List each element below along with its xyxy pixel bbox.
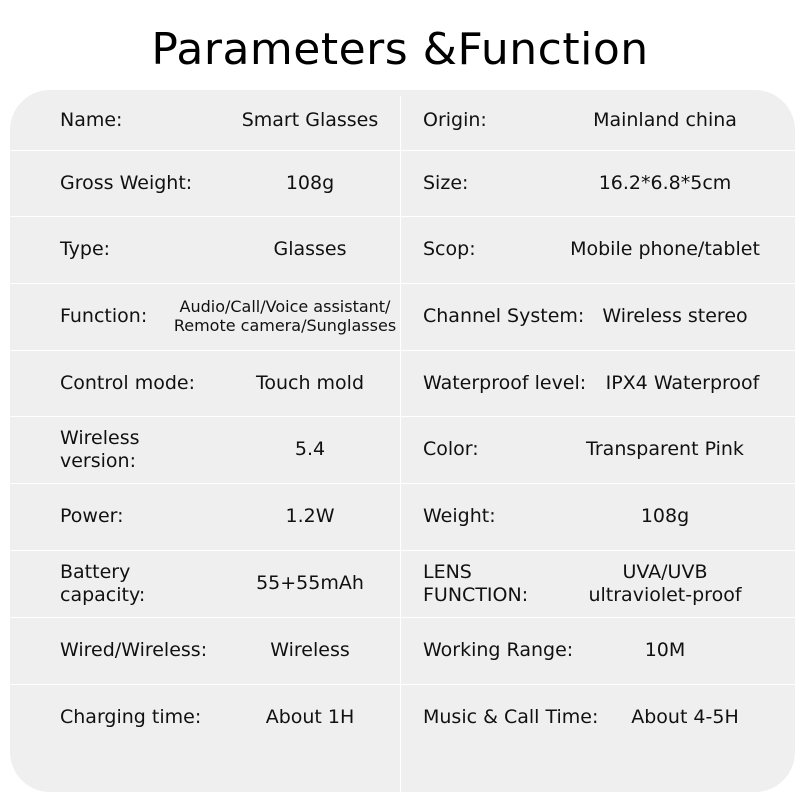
page-title: Parameters &Function (151, 24, 649, 75)
spec-value: Mobile phone/tablet (570, 238, 760, 261)
spec-row: Power: 1.2W Weight: 108g (10, 483, 795, 551)
spec-value: 1.2W (285, 505, 335, 528)
spec-value: UVA/UVB ultraviolet-proof (555, 550, 775, 617)
spec-value: Touch mold (255, 371, 365, 394)
spec-label: Type: (60, 238, 111, 261)
spec-label: Origin: (423, 108, 487, 131)
spec-label: Control mode: (60, 371, 196, 394)
spec-row: Function: Audio/Call/Voice assistant/Remo… (10, 283, 795, 351)
spec-value: IPX4 Waterproof (605, 371, 760, 394)
spec-value: Mainland china (593, 108, 737, 131)
spec-value: 10M (644, 639, 686, 662)
spec-value-line: ultraviolet-proof (588, 583, 742, 606)
spec-label: Battery capacity: (60, 560, 146, 606)
column-divider (400, 96, 401, 792)
spec-label-line: FUNCTION: (423, 583, 529, 606)
spec-row: Type: Glasses Scop: Mobile phone/tablet (10, 216, 795, 284)
spec-value: Wireless stereo (602, 305, 748, 328)
spec-label-line: LENS (423, 560, 472, 583)
spec-label: Power: (60, 505, 124, 528)
spec-label: Working Range: (423, 639, 574, 662)
spec-value-line: Audio/Call/Voice assistant/ (179, 297, 391, 317)
spec-value: Smart Glasses (241, 108, 379, 131)
spec-label: Weight: (423, 505, 496, 528)
spec-label: Wired/Wireless: (60, 639, 208, 662)
spec-label: Gross Weight: (60, 171, 193, 194)
spec-label: Function: (60, 305, 148, 328)
spec-row: Control mode: Touch mold Waterproof level:… (10, 350, 795, 417)
spec-value: About 4-5H (631, 705, 739, 728)
spec-value-line: Remote camera/Sunglasses (173, 315, 397, 335)
spec-row: Gross Weight: 108g Size: 16.2*6.8*5cm (10, 150, 795, 217)
spec-label: Music & Call Time: (423, 705, 599, 728)
spec-value: 108g (640, 505, 690, 528)
spec-label: Waterproof level: (423, 371, 587, 394)
spec-label: Channel System: (423, 305, 585, 328)
spec-value: Glasses (273, 238, 347, 261)
spec-value: 5.4 (294, 438, 326, 461)
spec-label: Wireless version: (60, 426, 140, 472)
spec-value-line: UVA/UVB (622, 560, 708, 583)
spec-label: Charging time: (60, 705, 202, 728)
spec-row: Wireless version: 5.4 Color: Transparent Pi… (10, 416, 795, 484)
spec-value: About 1H (265, 705, 355, 728)
spec-row: Wired/Wireless: Wireless Working Range: 10M (10, 617, 795, 685)
spec-row: Battery capacity: 55+55mAh LENS FUNCTION: UV… (10, 550, 795, 618)
spec-label: LENS FUNCTION: (423, 550, 553, 617)
spec-panel (10, 90, 795, 792)
spec-label: Size: (423, 171, 469, 194)
spec-value: Audio/Call/Voice assistant/Remote camera… (165, 283, 405, 350)
spec-value: 108g (285, 171, 335, 194)
spec-value: Transparent Pink (586, 438, 744, 461)
spec-label: Scop: (423, 238, 476, 261)
spec-row: Name: Smart Glasses Origin: Mainland china (10, 90, 795, 151)
spec-value: 16.2*6.8*5cm (598, 171, 732, 194)
spec-value: 55+55mAh (256, 572, 364, 595)
spec-label: Name: (60, 108, 123, 131)
spec-row: Charging time: About 1H Music & Call Time:… (10, 684, 795, 750)
spec-value: Wireless (270, 639, 350, 662)
spec-label: Color: (423, 438, 479, 461)
